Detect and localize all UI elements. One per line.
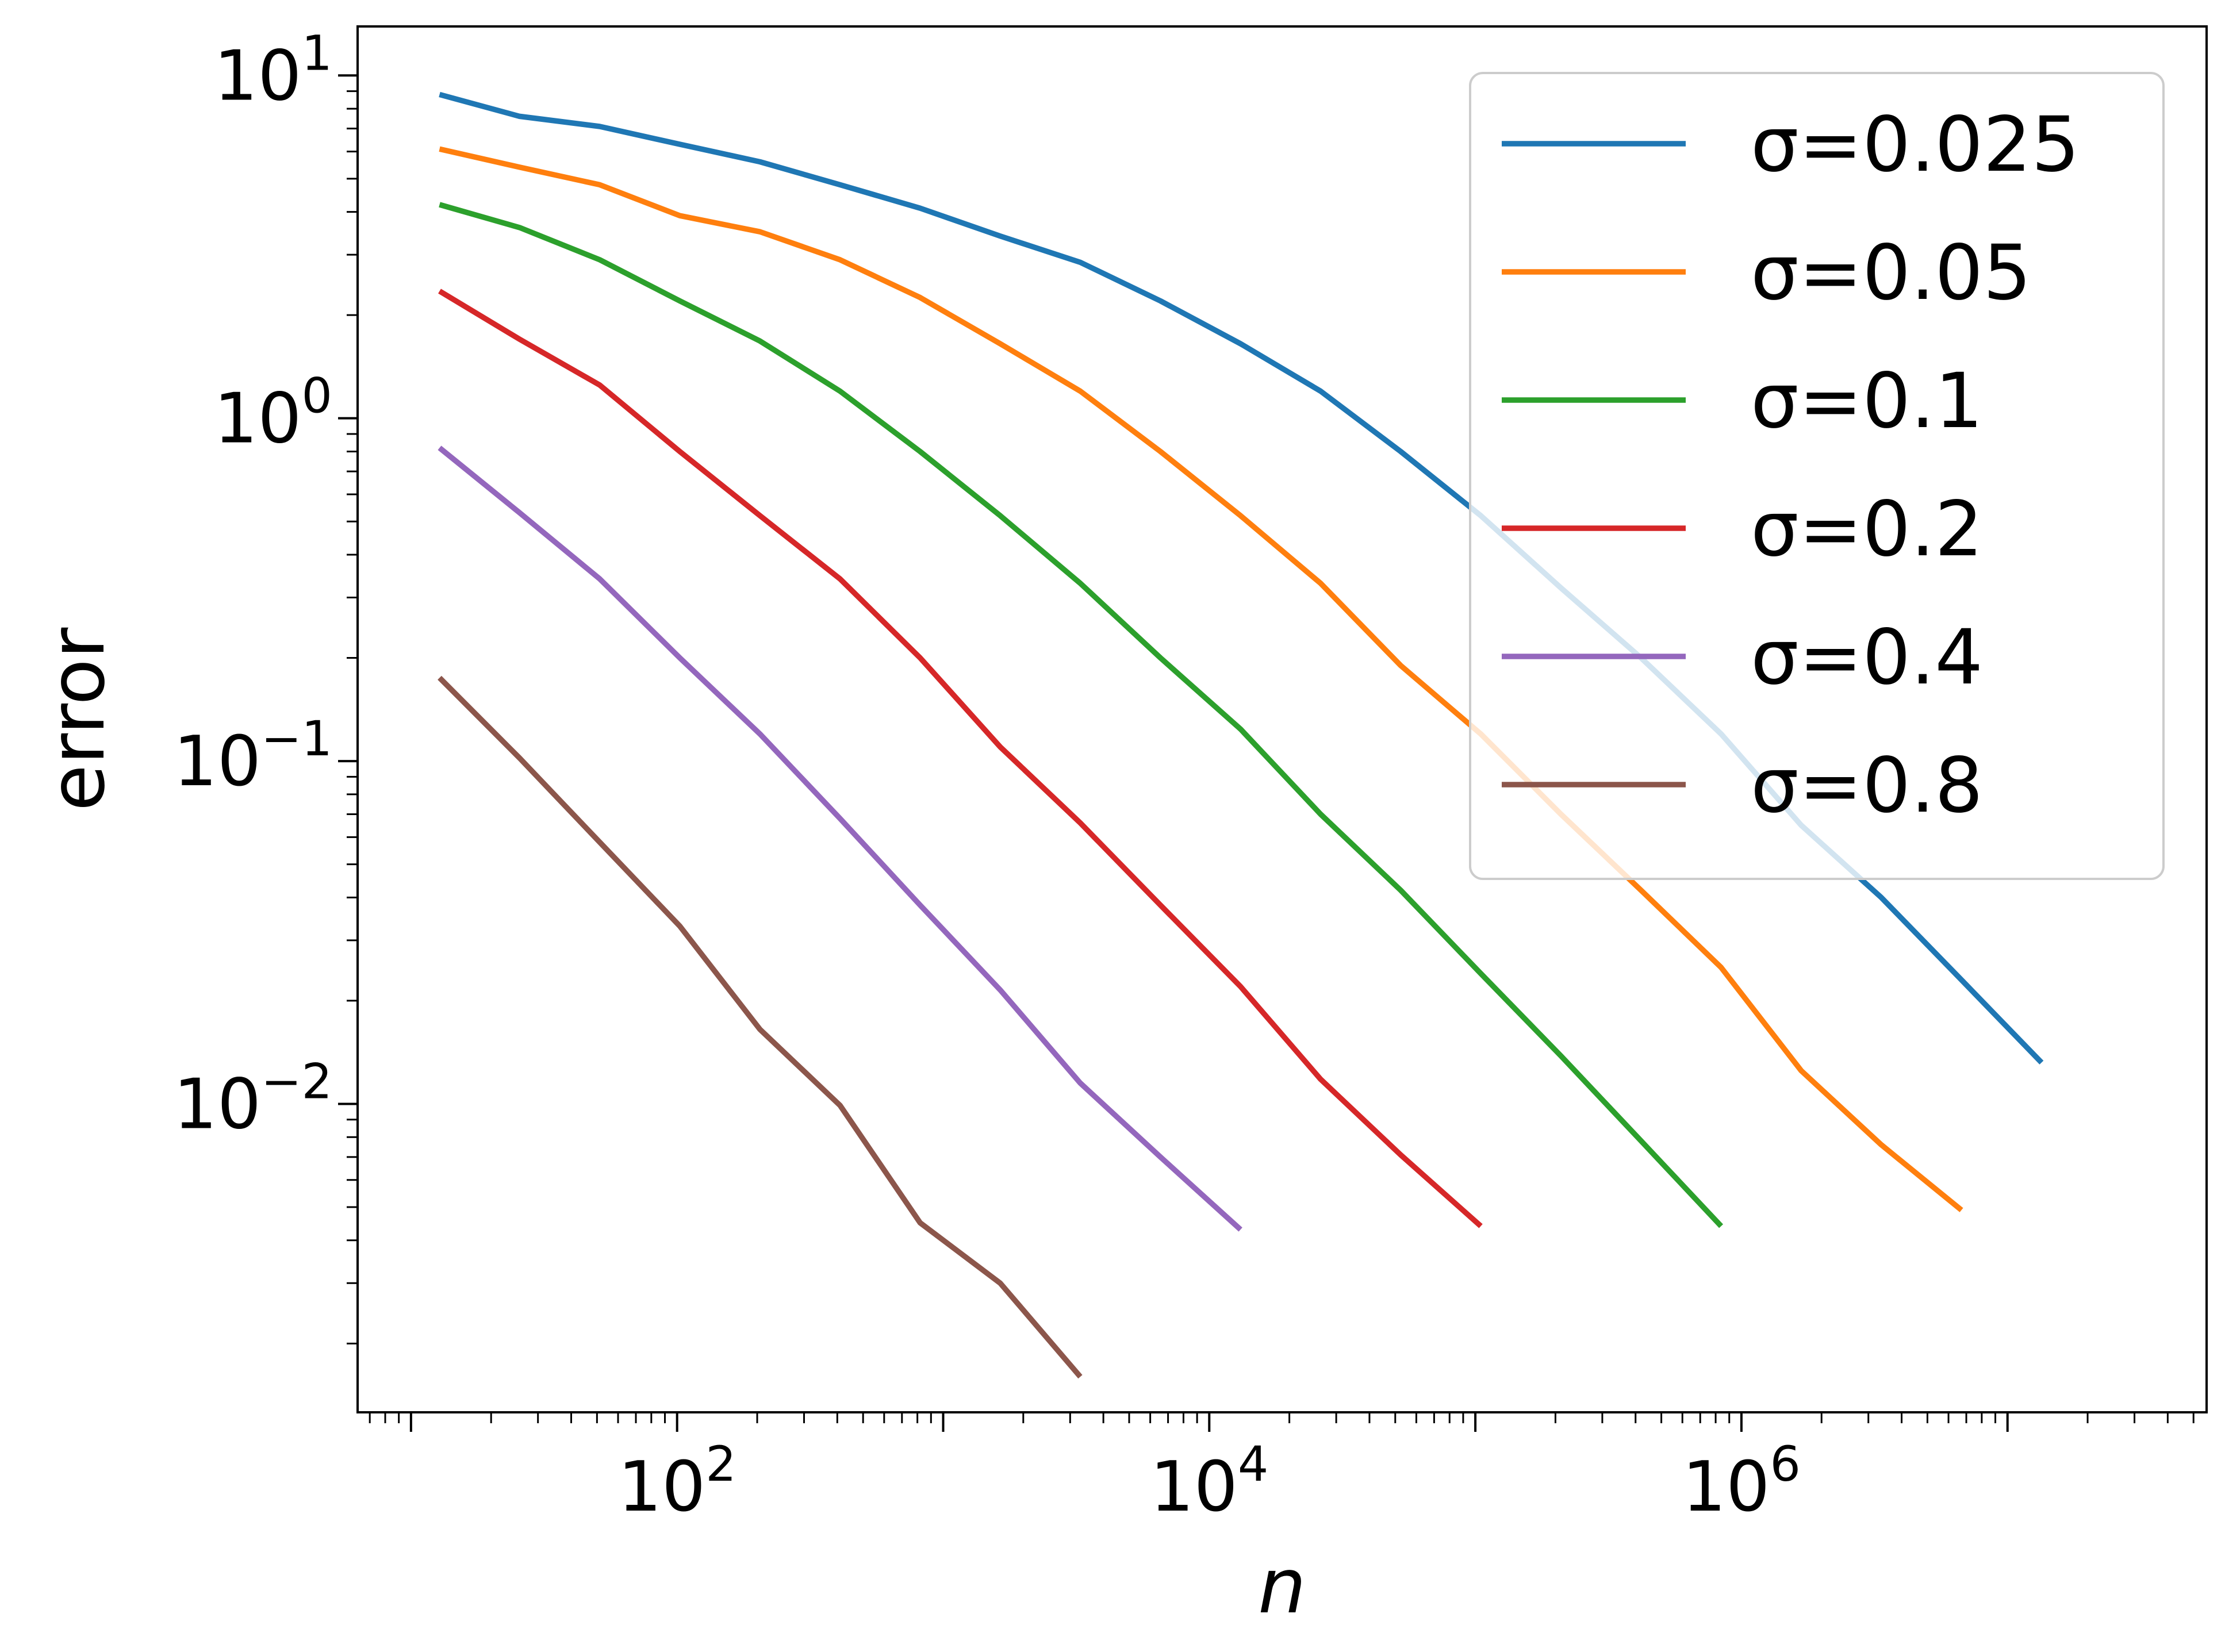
series-line-1 (439, 146, 1963, 1212)
series-line-2 (439, 202, 1724, 1228)
x-tick-label: 106 (1682, 1436, 1801, 1527)
legend-label-2: σ=0.1 (1751, 357, 1983, 445)
series-line-4 (438, 445, 1242, 1232)
legend-label-0: σ=0.025 (1751, 101, 2080, 189)
legend-label-1: σ=0.05 (1751, 229, 2031, 317)
axes-layer: 102 104 106 10−2 10−1 100 101 n error (33, 25, 2208, 1631)
legend: σ=0.025 σ=0.05 σ=0.1 σ=0.2 σ=0.4 σ=0.8 (1469, 72, 2165, 880)
series-line-3 (438, 289, 1483, 1228)
series-line-5 (438, 675, 1083, 1379)
x-tick-label: 102 (618, 1436, 736, 1527)
legend-label-5: σ=0.8 (1751, 742, 1983, 830)
x-axis-label: n (1258, 1542, 1306, 1631)
y-tick-label: 10−2 (173, 1053, 332, 1144)
y-tick-label: 101 (214, 25, 332, 116)
y-tick-label: 10−1 (173, 710, 332, 802)
legend-label-4: σ=0.4 (1751, 613, 1983, 702)
legend-label-3: σ=0.2 (1751, 485, 1983, 574)
y-axis-label: error (33, 627, 122, 811)
x-tick-label: 104 (1150, 1436, 1268, 1527)
y-tick-label: 100 (214, 368, 332, 459)
plot-frame (356, 25, 2208, 1413)
